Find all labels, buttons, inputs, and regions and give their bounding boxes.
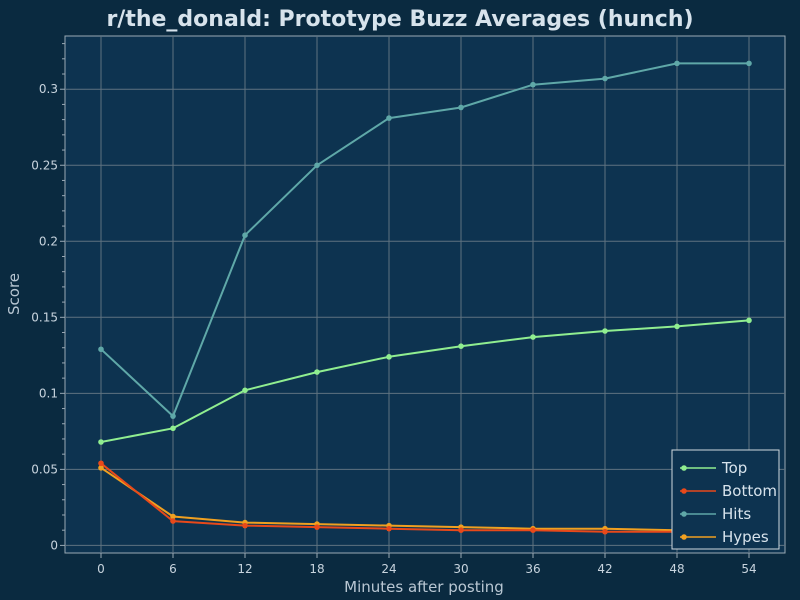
y-tick-label: 0.05: [31, 462, 58, 476]
data-point-bottom: [530, 527, 536, 533]
data-point-bottom: [242, 522, 248, 529]
y-tick-label: 0.2: [39, 234, 58, 248]
plot-area: [64, 35, 786, 554]
x-tick-label: 18: [309, 562, 324, 576]
chart-title: r/the_donald: Prototype Buzz Averages (h…: [106, 7, 693, 32]
data-point-hits: [674, 60, 680, 67]
y-tick-label: 0.15: [31, 310, 58, 324]
data-point-top: [674, 323, 680, 330]
data-point-bottom: [98, 460, 104, 467]
data-point-hits: [458, 104, 464, 111]
legend-marker-hypes: [681, 534, 687, 540]
y-tick-label: 0: [50, 538, 58, 552]
legend-label-bottom: Bottom: [722, 482, 777, 500]
x-tick-label: 36: [525, 562, 540, 576]
data-point-hits: [602, 75, 608, 82]
legend-marker-bottom: [681, 488, 687, 494]
data-point-bottom: [386, 525, 392, 532]
x-tick-label: 24: [381, 562, 396, 576]
data-point-top: [170, 425, 176, 432]
data-point-hits: [170, 413, 176, 419]
data-point-bottom: [314, 524, 320, 530]
x-tick-label: 42: [597, 562, 612, 576]
x-tick-label: 6: [169, 562, 177, 576]
x-tick-label: 12: [237, 562, 252, 576]
data-point-bottom: [170, 518, 176, 524]
data-point-hypes: [170, 513, 176, 520]
y-tick-label: 0.1: [39, 386, 58, 400]
axis-ticks: 0 6 12 18 24 30 36 42 48 54 0 0.05 0.1 0.15 0.2 0.25 0.3: [31, 43, 757, 576]
x-tick-label: 0: [97, 562, 105, 576]
data-point-hits: [242, 232, 248, 238]
legend-label-hypes: Hypes: [722, 528, 769, 546]
series-line-hits: [100, 62, 749, 418]
legend-label-hits: Hits: [722, 505, 751, 523]
data-point-hits: [746, 60, 752, 67]
x-tick-label: 54: [741, 562, 756, 576]
data-point-top: [386, 354, 392, 360]
data-point-top: [458, 343, 464, 350]
x-axis-label: Minutes after posting: [344, 578, 504, 596]
data-point-top: [242, 387, 248, 394]
data-point-hits: [98, 346, 104, 353]
y-axis-label: Score: [5, 273, 23, 315]
data-point-hits: [386, 115, 392, 121]
series-line-bottom: [100, 462, 749, 533]
legend-box: [671, 449, 780, 550]
legend-marker-hits: [681, 511, 687, 517]
x-tick-label: 30: [453, 562, 468, 576]
legend: Top Bottom Hits Hypes: [671, 449, 780, 550]
data-point-hits: [530, 81, 536, 88]
x-tick-label: 48: [669, 562, 684, 576]
data-point-bottom: [602, 528, 608, 535]
data-point-top: [314, 369, 320, 375]
data-point-hypes: [98, 465, 104, 471]
y-tick-label: 0.3: [39, 82, 58, 96]
data-point-top: [530, 334, 536, 340]
data-point-top: [98, 439, 104, 445]
legend-label-top: Top: [721, 459, 747, 477]
series-line-top: [100, 319, 750, 443]
data-point-bottom: [458, 527, 464, 533]
grid: [65, 36, 785, 553]
y-tick-label: 0.25: [31, 158, 58, 172]
data-point-top: [602, 328, 608, 334]
data-point-top: [746, 317, 752, 324]
legend-marker-top: [681, 465, 687, 471]
series-group: [98, 60, 752, 535]
series-line-hypes: [100, 466, 749, 532]
legend-items: Top Bottom Hits Hypes: [680, 459, 777, 546]
data-point-hits: [314, 162, 320, 169]
